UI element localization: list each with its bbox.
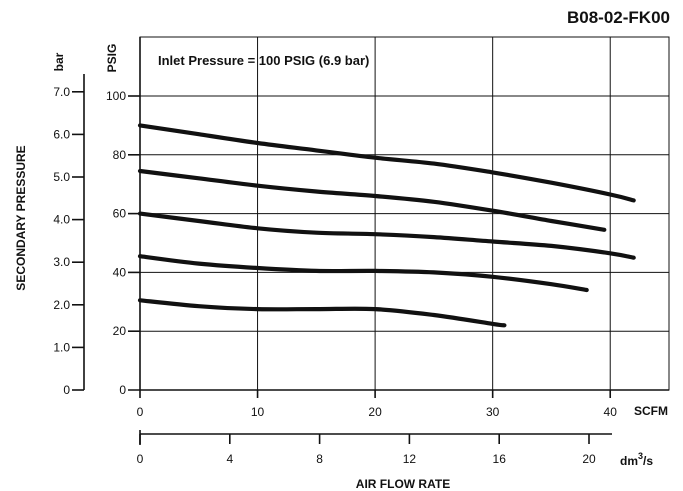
psig-tick-label: 60	[113, 207, 127, 221]
scfm-unit-label: SCFM	[634, 404, 668, 418]
bar-tick-label: 0	[63, 383, 70, 397]
scfm-tick-label: 40	[604, 405, 618, 419]
dm3s-tick-label: 0	[137, 452, 144, 466]
scfm-tick-label: 10	[251, 405, 265, 419]
bar-tick-label: 5.0	[53, 170, 70, 184]
dm3s-tick-label: 8	[316, 452, 323, 466]
dm3s-tick-label: 20	[582, 452, 596, 466]
scfm-tick-label: 20	[368, 405, 382, 419]
dm3s-tick-label: 4	[226, 452, 233, 466]
dm3s-tick-label: 12	[403, 452, 417, 466]
series-line-2	[137, 168, 607, 232]
dm3s-unit-label: dm3/s	[620, 451, 653, 468]
scfm-tick-label: 0	[137, 405, 144, 419]
series-line-4	[137, 254, 589, 293]
psig-tick-label: 80	[113, 148, 127, 162]
chart-code: B08-02-FK00	[567, 8, 670, 27]
series-line-1	[137, 123, 636, 203]
series-line-3	[137, 211, 636, 260]
psig-tick-label: 0	[119, 383, 126, 397]
bar-tick-label: 1.0	[53, 340, 70, 354]
grid	[140, 37, 669, 390]
dm3s-tick-label: 16	[493, 452, 507, 466]
psig-tick-label: 40	[113, 265, 127, 279]
bar-tick-label: 7.0	[53, 85, 70, 99]
bar-tick-label: 4.0	[53, 213, 70, 227]
series-line-5	[137, 298, 507, 328]
scfm-tick-label: 30	[486, 405, 500, 419]
bar-tick-label: 3.0	[53, 255, 70, 269]
bar-tick-label: 6.0	[53, 127, 70, 141]
annotation: Inlet Pressure = 100 PSIG (6.9 bar)	[158, 53, 369, 68]
curves	[137, 123, 636, 328]
x-axis-title: AIR FLOW RATE	[356, 477, 450, 491]
y-axis-title: SECONDARY PRESSURE	[14, 145, 28, 290]
bar-unit-label: bar	[52, 52, 66, 71]
psig-tick-label: 20	[113, 324, 127, 338]
psig-tick-label: 100	[106, 89, 126, 103]
bar-tick-label: 2.0	[53, 298, 70, 312]
psig-unit-label: PSIG	[105, 44, 119, 73]
